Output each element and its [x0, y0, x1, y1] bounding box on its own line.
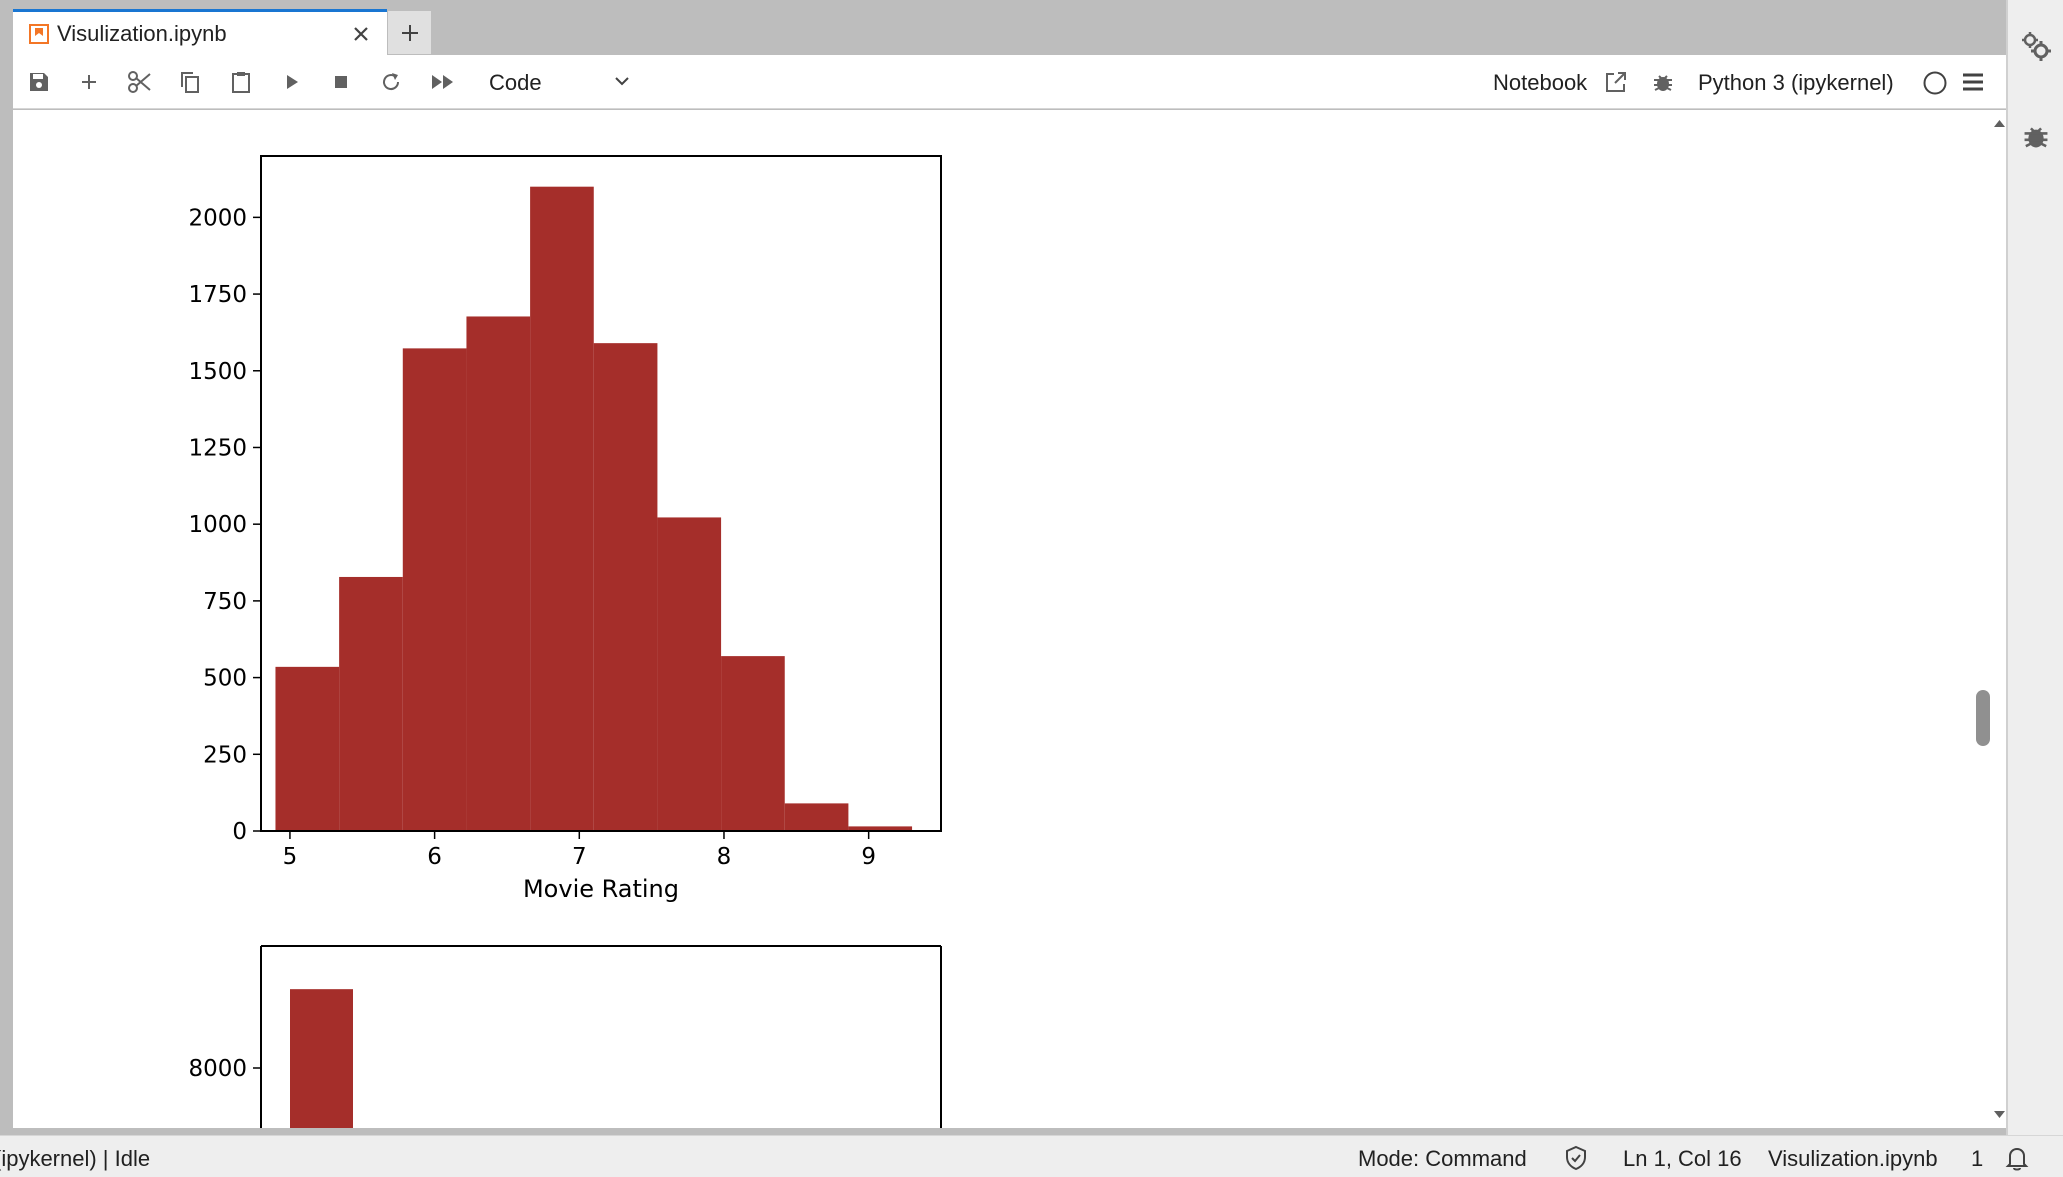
notification-count: 1 — [1971, 1146, 1984, 1171]
play-icon — [287, 75, 298, 89]
histogram-bar-8 — [784, 803, 849, 831]
status-bar: (ipykernel) | Idle Mode: Command Ln 1, C… — [0, 1135, 2063, 1177]
external-link-icon — [1606, 72, 1626, 92]
kernel-status-text[interactable]: (ipykernel) | Idle — [0, 1146, 151, 1171]
notebook-toolbar: Code Notebook Python 3 (ipykernel) — [13, 55, 2006, 109]
y-tick-label-8000: 8000 — [188, 1056, 247, 1082]
fast-forward-icon — [432, 75, 453, 89]
save-icon — [30, 73, 48, 91]
plus-icon — [402, 25, 418, 41]
x-tick-label-6: 6 — [427, 844, 442, 870]
restart-kernel-button[interactable] — [375, 66, 407, 98]
notebook-panel[interactable]: 0 250 500 750 1000 1250 1500 1750 2000 5 6 7 8 9 Movie… — [13, 110, 1993, 1128]
y-tick-label-750: 750 — [203, 589, 247, 615]
cursor-position[interactable]: Ln 1, Col 16 — [1623, 1146, 1742, 1171]
debugger-bug-icon[interactable] — [2022, 122, 2050, 150]
kernel-name: Python 3 (ipykernel) — [1698, 70, 1894, 95]
kernel-selector[interactable]: Python 3 (ipykernel) — [1698, 63, 1918, 101]
scissors-icon — [128, 71, 151, 93]
histogram-bar-0 — [275, 666, 340, 831]
x-tick-label-8: 8 — [717, 844, 732, 870]
x-axis-label: Movie Rating — [523, 875, 679, 903]
save-button[interactable] — [23, 66, 55, 98]
notebook-icon — [29, 24, 49, 44]
scroll-up-arrow-icon[interactable] — [1993, 118, 2006, 128]
clipboard-icon — [232, 72, 250, 93]
histogram-bar-7 — [721, 656, 785, 831]
hamburger-menu-icon — [1963, 73, 1983, 91]
y-tick-label-2000: 2000 — [188, 205, 247, 231]
histogram-bar-6 — [657, 517, 722, 831]
mode-indicator: Mode: Command — [1358, 1146, 1527, 1171]
insert-cell-button[interactable] — [73, 66, 105, 98]
y-tick-label-1250: 1250 — [188, 435, 247, 461]
copy-button[interactable] — [174, 66, 206, 98]
bug-icon — [1654, 75, 1672, 91]
debugger-toggle-button[interactable] — [1647, 66, 1679, 98]
notebook-label: Notebook — [1493, 70, 1588, 95]
plus-icon — [82, 75, 96, 89]
histogram-bar-3 — [466, 316, 531, 831]
copy-icon — [181, 72, 199, 93]
y-tick-label-1500: 1500 — [188, 359, 247, 385]
y-tick-label-1750: 1750 — [188, 282, 247, 308]
paste-button[interactable] — [225, 66, 257, 98]
histogram-bar-4 — [530, 186, 594, 831]
property-inspector-gears-icon[interactable] — [2020, 30, 2052, 62]
scrollbar-thumb[interactable] — [1976, 690, 1990, 746]
bell-icon[interactable] — [2003, 1144, 2031, 1172]
axes-frame — [260, 155, 942, 832]
y-tick-label-1000: 1000 — [188, 512, 247, 538]
histogram-bar-1 — [339, 576, 403, 831]
stop-icon — [335, 76, 347, 88]
histogram-partial: 8000 — [188, 945, 942, 1128]
restart-run-all-button[interactable] — [427, 66, 459, 98]
y-tick-label-500: 500 — [203, 666, 247, 692]
vertical-scrollbar[interactable] — [1993, 110, 2006, 1128]
open-in-notebook-button[interactable]: Notebook — [1493, 63, 1641, 101]
tab-title: Visulization.ipynb — [57, 21, 227, 46]
tab-visulization-notebook[interactable]: Visulization.ipynb — [13, 9, 387, 55]
scroll-down-arrow-icon[interactable] — [1993, 1110, 2006, 1120]
x-tick-label-7: 7 — [572, 844, 587, 870]
histogram-bar-9 — [848, 826, 913, 831]
new-tab-button[interactable] — [388, 11, 431, 54]
kernel-idle-circle-icon — [1923, 71, 1947, 95]
chevron-down-icon — [615, 77, 629, 86]
histogram-movie-rating: 0 250 500 750 1000 1250 1500 1750 2000 5 6 7 8 9 Movie… — [188, 155, 942, 903]
close-icon[interactable] — [347, 20, 375, 48]
menu-button[interactable] — [1957, 66, 1989, 98]
x-tick-label-9: 9 — [861, 844, 876, 870]
histogram-bar-0 — [290, 989, 353, 1128]
cell-type-select[interactable]: Code — [487, 63, 643, 101]
interrupt-kernel-button[interactable] — [325, 66, 357, 98]
y-tick-label-0: 0 — [232, 819, 247, 845]
x-tick-label-5: 5 — [283, 844, 298, 870]
run-cell-button[interactable] — [276, 66, 308, 98]
histogram-bar-5 — [593, 343, 658, 831]
y-tick-label-250: 250 — [203, 742, 247, 768]
shield-check-icon[interactable] — [1563, 1145, 1589, 1171]
histogram-bar-2 — [402, 348, 467, 831]
status-filename: Visulization.ipynb — [1768, 1146, 1938, 1171]
cell-type-value: Code — [489, 70, 542, 95]
right-sidebar — [2006, 0, 2063, 1135]
refresh-icon — [383, 73, 400, 91]
cut-button[interactable] — [124, 66, 156, 98]
